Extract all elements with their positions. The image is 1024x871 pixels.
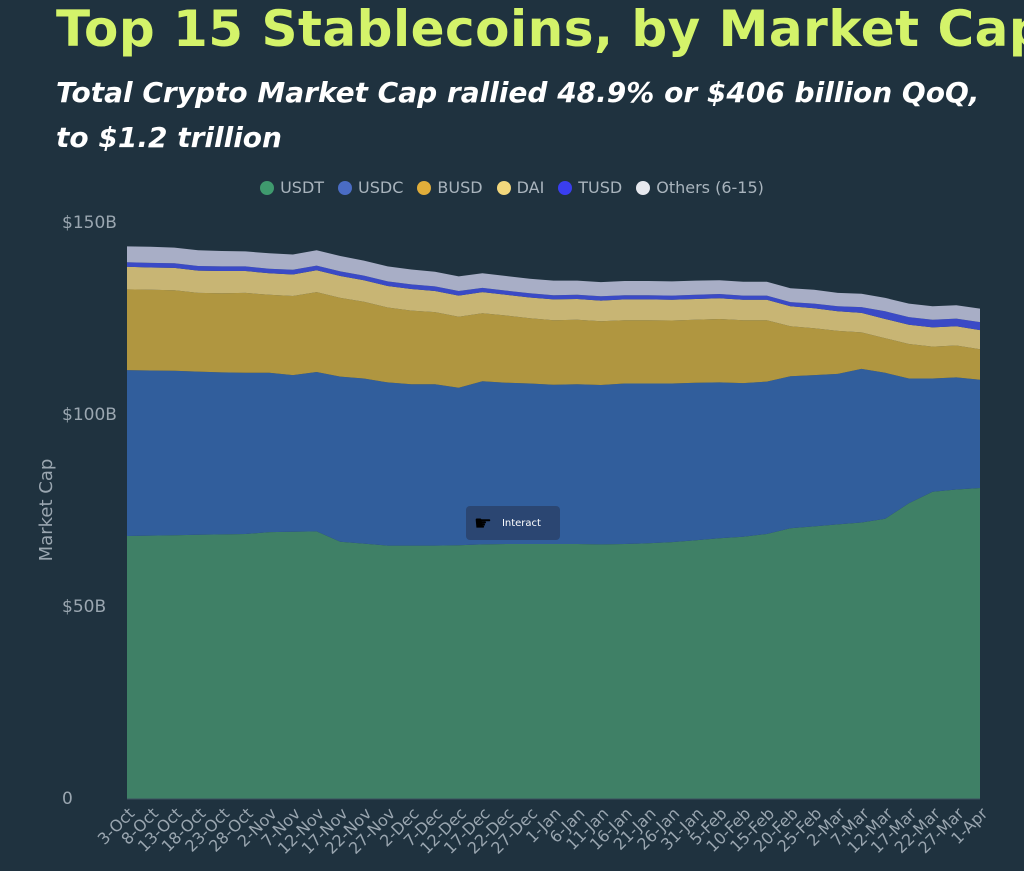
legend-label: BUSD [437, 178, 483, 197]
area-series-usdt[interactable] [127, 488, 980, 799]
legend-item[interactable]: BUSD [417, 178, 483, 197]
legend-item[interactable]: TUSD [558, 178, 622, 197]
legend-swatch [558, 180, 573, 195]
y-axis-title: Market Cap [36, 459, 57, 562]
interact-label: Interact [501, 517, 541, 529]
area-series-busd[interactable] [127, 289, 980, 388]
chart-subtitle: Total Crypto Market Cap rallied 48.9% or… [56, 76, 980, 154]
y-tick-label: 0 [62, 789, 73, 809]
legend-swatch [417, 180, 432, 195]
area-series-usdc[interactable] [127, 368, 980, 546]
legend-label: DAI [516, 178, 545, 197]
y-tick-label: $150B [62, 213, 117, 233]
chart-title: Top 15 Stablecoins, by Market Cap [56, 0, 1024, 58]
legend-label: USDT [280, 178, 325, 197]
hand-pointer-icon: ☛ [474, 511, 492, 535]
x-axis-ticks: 3-Oct8-Oct13-Oct18-Oct23-Oct28-Oct2-Nov7… [94, 804, 992, 858]
y-axis-ticks: 0 $50B $100B $150B [62, 213, 117, 809]
area-layers [127, 246, 980, 799]
interact-button[interactable]: ☛ Interact [466, 506, 560, 540]
legend-item[interactable]: DAI [496, 178, 545, 197]
legend-swatch [260, 180, 275, 195]
area-series-others-6-15[interactable] [127, 246, 980, 323]
area-series-tusd[interactable] [127, 262, 980, 331]
area-series-dai[interactable] [127, 266, 980, 350]
legend-item[interactable]: Others (6-15) [636, 178, 764, 197]
legend-swatch [338, 180, 353, 195]
legend-swatch [496, 180, 511, 195]
legend-swatch [636, 180, 651, 195]
legend-item[interactable]: USDT [260, 178, 324, 197]
legend-label: Others (6-15) [656, 178, 764, 197]
chart-legend: USDT USDC BUSD DAI TUSD Others (6-15) [0, 178, 1024, 197]
y-tick-label: $50B [62, 597, 106, 617]
legend-item[interactable]: USDC [338, 178, 403, 197]
y-tick-label: $100B [62, 405, 117, 425]
legend-label: TUSD [578, 178, 623, 197]
legend-label: USDC [358, 178, 404, 197]
